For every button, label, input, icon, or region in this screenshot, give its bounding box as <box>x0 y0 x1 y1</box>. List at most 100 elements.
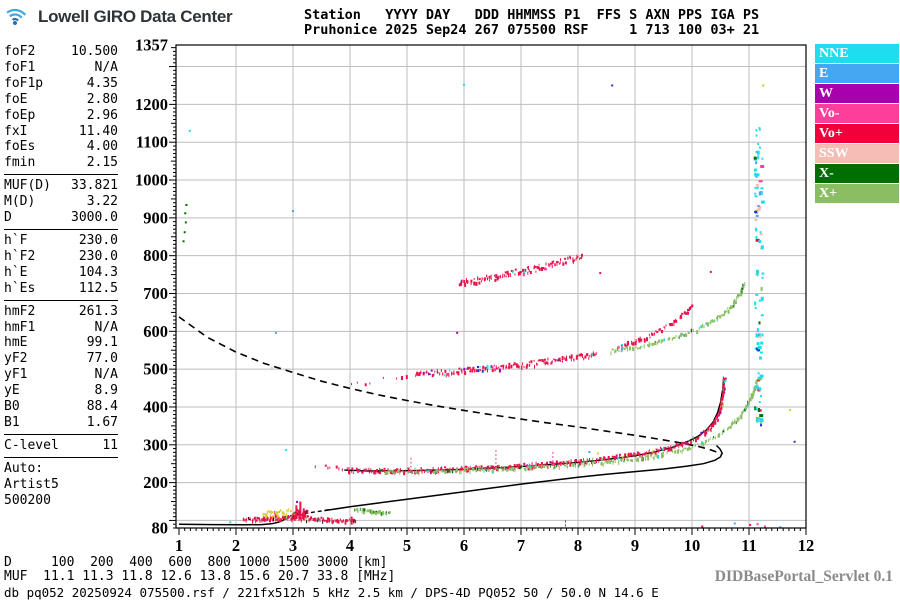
parameter-value: 261.3 <box>78 303 118 319</box>
parameter-row: h`E 104.3 <box>4 265 118 281</box>
parameter-row: hmF2 261.3 <box>4 304 118 320</box>
y-axis-labels: 1357 1200 1100 1000 900 800 700 600 500 400 300 200… <box>135 36 168 538</box>
parameter-value: N/A <box>94 367 118 383</box>
parameter-value: 230.0 <box>78 248 118 264</box>
trace-Es-green-arc <box>354 507 391 517</box>
parameter-label: Artist5 <box>4 476 59 492</box>
trace-Es-right <box>308 516 357 525</box>
curve-profile-F <box>324 444 724 512</box>
panel-separator <box>4 299 118 301</box>
parameter-value: 33.821 <box>71 178 118 194</box>
echo-direction-legend: NNE E W Vo- Vo+ SSW X- X+ <box>815 44 899 204</box>
svg-text:900: 900 <box>143 208 168 227</box>
legend-item-vo: Vo- <box>815 104 899 123</box>
parameter-row: foF2 10.500 <box>4 44 118 60</box>
parameter-label: yE <box>4 383 20 399</box>
parameter-row: foEs 4.00 <box>4 139 118 155</box>
parameter-value: 8.9 <box>94 383 118 399</box>
ionogram-parameter-panel: foF2 10.500 foF1 N/A foF1p 4.35 foE 2.80 foEp 2.9… <box>4 44 118 508</box>
parameter-value: N/A <box>94 319 118 335</box>
panel-separator <box>4 456 118 458</box>
parameter-row: D 3000.0 <box>4 210 118 226</box>
legend-item-x: X- <box>815 164 899 183</box>
svg-text:300: 300 <box>143 435 168 454</box>
parameter-row: Artist5 <box>4 477 118 493</box>
giro-wave-icon <box>6 8 27 25</box>
parameter-row: foEp 2.96 <box>4 108 118 124</box>
parameter-row: yF2 77.0 <box>4 351 118 367</box>
parameter-row: MUF(D) 33.821 <box>4 178 118 194</box>
parameter-row: h`F2 230.0 <box>4 249 118 265</box>
logo-title: Lowell GIRO Data Center <box>38 7 233 26</box>
parameter-value: 10.500 <box>71 44 118 59</box>
svg-text:3: 3 <box>289 536 297 555</box>
muf-distance-row: D 100 200 400 600 800 1000 1500 3000 [km… <box>4 555 388 570</box>
svg-text:200: 200 <box>143 473 168 492</box>
trace-F2-O-main <box>346 376 727 476</box>
curve-profile-E-bottom <box>178 518 286 526</box>
parameter-label: 500200 <box>4 492 51 508</box>
parameter-value: 2.96 <box>86 107 118 123</box>
parameter-value: 88.4 <box>86 399 118 415</box>
measurement-source-line: db pq052 20250924 075500.rsf / 221fx512h… <box>4 585 659 600</box>
svg-text:1100: 1100 <box>136 133 168 152</box>
svg-text:2: 2 <box>232 536 240 555</box>
legend-item-vo: Vo+ <box>815 124 899 143</box>
muf-frequency-row: MUF 11.1 11.3 11.8 12.6 13.8 15.6 20.7 3… <box>4 569 396 584</box>
parameter-label: h`F <box>4 232 28 248</box>
x-axis-labels: 1 2 3 4 5 6 7 8 9 10 11 12 <box>175 536 814 555</box>
parameter-value: 2.15 <box>86 155 118 171</box>
svg-text:1357: 1357 <box>135 36 168 55</box>
parameter-row: yE 8.9 <box>4 383 118 399</box>
trace-2F-O-hop-upper <box>617 304 694 351</box>
parameter-value: 4.00 <box>86 139 118 155</box>
svg-text:700: 700 <box>143 284 168 303</box>
parameter-label: h`E <box>4 264 28 280</box>
parameter-value: 11 <box>102 437 118 453</box>
parameter-value: 77.0 <box>86 351 118 367</box>
trace-Es-left <box>242 515 293 524</box>
echo-spikes <box>295 450 566 527</box>
legend-item-nne: NNE <box>815 44 899 63</box>
parameter-label: B0 <box>4 399 20 415</box>
trace-3F-O-hop <box>458 253 583 287</box>
parameter-value: 11.40 <box>78 123 118 139</box>
parameter-row: h`F 230.0 <box>4 233 118 249</box>
echo-traces <box>242 253 760 525</box>
parameter-label: yF2 <box>4 351 28 367</box>
parameter-label: hmE <box>4 335 28 351</box>
noise-dots <box>182 83 796 529</box>
parameter-label: foE <box>4 91 28 107</box>
legend-item-w: W <box>815 84 899 103</box>
parameter-row: M(D) 3.22 <box>4 194 118 210</box>
parameter-label: D <box>4 210 12 226</box>
parameter-row: yF1 N/A <box>4 367 118 383</box>
svg-text:500: 500 <box>143 360 168 379</box>
parameter-value: 112.5 <box>78 280 118 296</box>
grid <box>176 45 806 528</box>
parameter-row: fxI 11.40 <box>4 124 118 140</box>
svg-text:1000: 1000 <box>135 171 168 190</box>
axes <box>169 44 807 535</box>
parameter-value: N/A <box>94 59 118 75</box>
parameter-value: 104.3 <box>78 264 118 280</box>
parameter-row: foF1p 4.35 <box>4 76 118 92</box>
svg-text:11: 11 <box>741 536 757 555</box>
parameter-row: foF1 N/A <box>4 60 118 76</box>
parameter-row: Auto: <box>4 461 118 477</box>
parameter-label: foF1p <box>4 75 44 91</box>
parameter-label: fxI <box>4 123 28 139</box>
svg-text:12: 12 <box>798 536 815 555</box>
parameter-row: 500200 <box>4 493 118 509</box>
svg-text:400: 400 <box>143 397 168 416</box>
parameter-value: 99.1 <box>86 335 118 351</box>
panel-separator <box>4 228 118 230</box>
parameter-label: foEs <box>4 139 36 155</box>
svg-text:6: 6 <box>460 536 468 555</box>
parameter-label: C-level <box>4 437 59 453</box>
svg-text:7: 7 <box>517 536 525 555</box>
parameter-row: B1 1.67 <box>4 415 118 431</box>
parameter-label: M(D) <box>4 194 36 210</box>
